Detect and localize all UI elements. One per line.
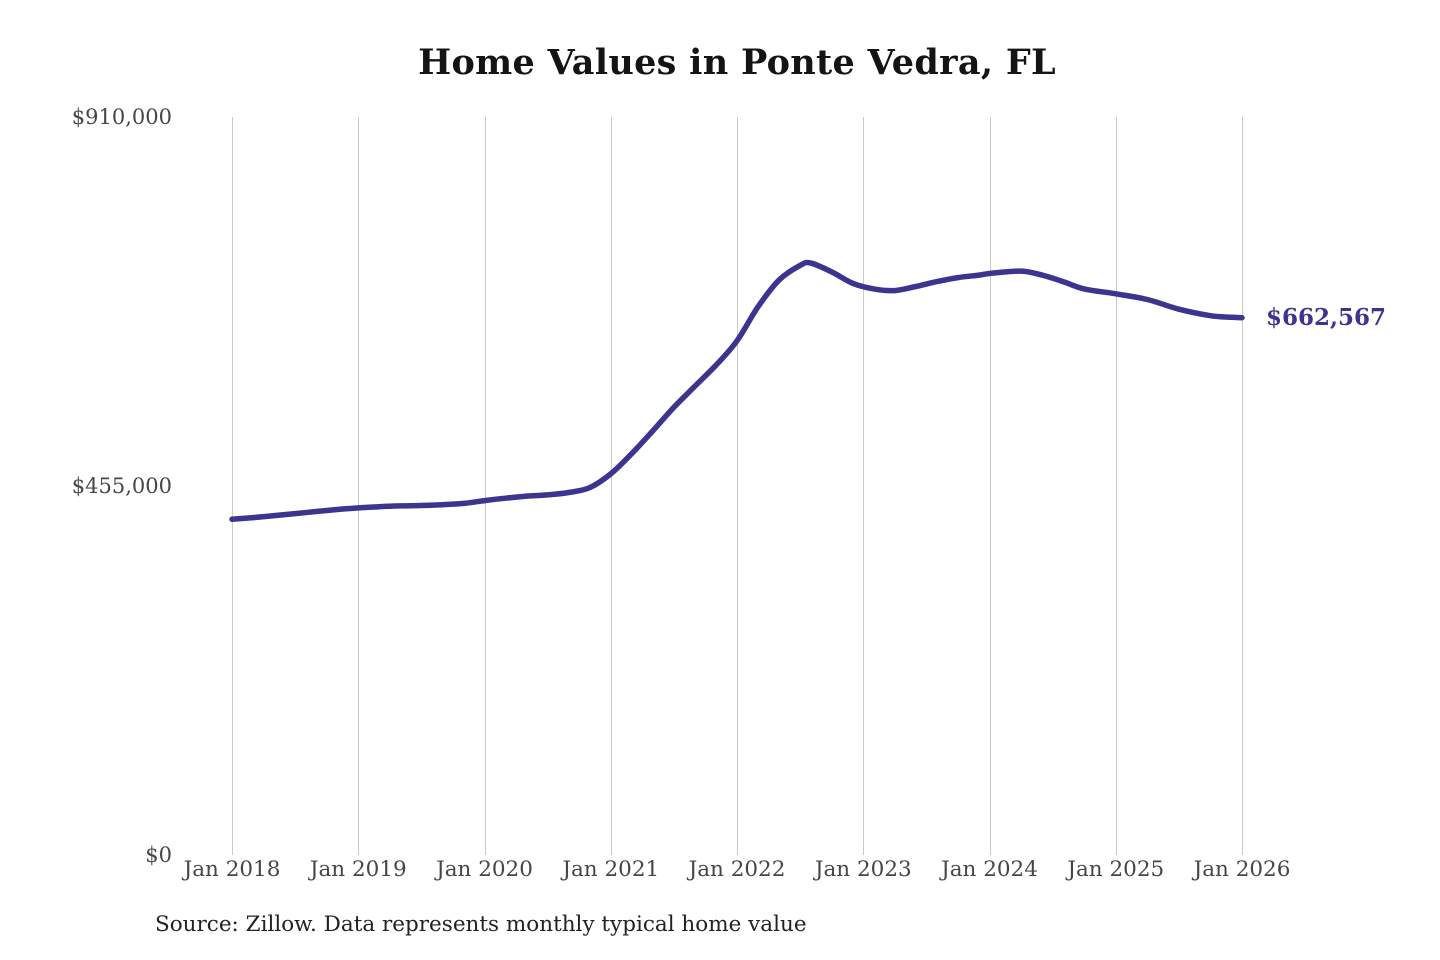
x-tick-label-jan-2026: Jan 2026 [1193, 857, 1291, 882]
y-tick-label-910000: $910,000 [71, 105, 172, 129]
x-tick-label-jan-2024: Jan 2024 [941, 857, 1038, 882]
gridline-jan-2019 [358, 117, 360, 855]
home-value-series-line [229, 259, 1245, 523]
gridline-jan-2026 [1242, 117, 1243, 855]
x-tick-label-jan-2019: Jan 2019 [309, 857, 407, 882]
gridline-jan-2020 [484, 117, 486, 855]
x-tick-label-jan-2022: Jan 2022 [688, 857, 786, 882]
chart-title: Home Values in Ponte Vedra, FL [418, 42, 1056, 83]
gridline-jan-2023 [863, 117, 865, 855]
latest-value-label: $662,567 [1266, 303, 1387, 331]
x-tick-label-jan-2025: Jan 2025 [1067, 857, 1165, 882]
x-tick-label-jan-2018: Jan 2018 [183, 857, 281, 882]
x-tick-label-jan-2020: Jan 2020 [436, 857, 533, 882]
gridline-jan-2024 [989, 117, 991, 855]
gridline-jan-2018 [232, 117, 233, 855]
gridline-jan-2025 [1115, 117, 1117, 855]
x-tick-label-jan-2023: Jan 2023 [814, 857, 912, 882]
gridline-jan-2021 [610, 117, 612, 855]
y-tick-label-455000: $455,000 [71, 474, 172, 498]
gridline-jan-2022 [737, 117, 738, 855]
x-tick-label-jan-2021: Jan 2021 [562, 857, 660, 882]
source-note: Source: Zillow. Data represents monthly … [155, 912, 807, 937]
y-tick-label-0: $0 [145, 843, 172, 867]
